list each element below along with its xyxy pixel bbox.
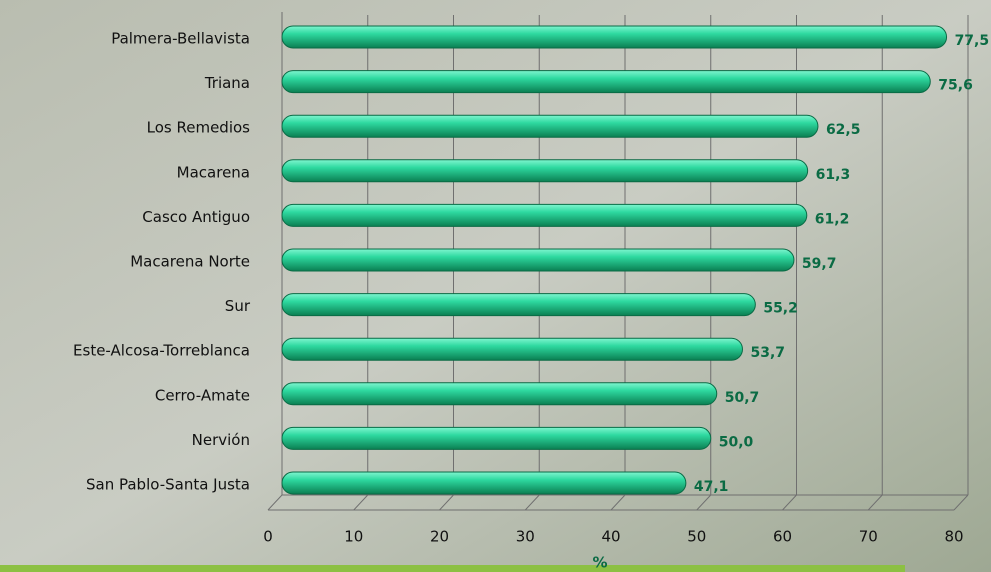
x-tick-label: 60 xyxy=(773,528,792,546)
bar xyxy=(282,160,808,182)
x-tick-label: 50 xyxy=(687,528,706,546)
x-tick-label: 10 xyxy=(344,528,363,546)
value-label: 50,0 xyxy=(719,434,754,450)
x-tick-label: 40 xyxy=(601,528,620,546)
value-label: 75,6 xyxy=(938,78,973,94)
bar xyxy=(282,204,807,226)
y-tick-label: Macarena xyxy=(177,163,250,181)
bar xyxy=(282,71,930,93)
y-tick-label: Casco Antiguo xyxy=(142,208,250,226)
bar xyxy=(282,26,947,48)
y-tick-label: Cerro-Amate xyxy=(155,386,250,404)
bar xyxy=(282,472,686,494)
y-tick-label: San Pablo-Santa Justa xyxy=(86,476,250,494)
y-tick-label: Palmera-Bellavista xyxy=(111,30,250,48)
value-label: 53,7 xyxy=(750,345,785,361)
value-label: 61,3 xyxy=(816,167,851,183)
x-tick-label: 0 xyxy=(263,528,273,546)
bar xyxy=(282,294,755,316)
y-tick-label: Macarena Norte xyxy=(130,253,250,271)
bar xyxy=(282,249,794,271)
value-label: 47,1 xyxy=(694,479,729,495)
y-tick-label: Nervión xyxy=(192,431,250,449)
value-label: 77,5 xyxy=(955,33,990,49)
x-axis-label: % xyxy=(592,554,607,572)
value-label: 50,7 xyxy=(725,390,760,406)
x-tick-label: 70 xyxy=(859,528,878,546)
y-tick-label: Este-Alcosa-Torreblanca xyxy=(73,342,250,360)
footer-band xyxy=(0,565,905,572)
value-label: 61,2 xyxy=(815,211,850,227)
value-label: 62,5 xyxy=(826,122,861,138)
bar xyxy=(282,338,742,360)
y-tick-label: Los Remedios xyxy=(147,119,251,137)
bar xyxy=(282,115,818,137)
y-tick-label: Sur xyxy=(225,297,251,315)
bar xyxy=(282,383,717,405)
bar xyxy=(282,427,711,449)
value-label: 59,7 xyxy=(802,256,837,272)
chart: % 0 10 20 30 40 50 60 70 80 Palmera-Bellavista 77,… xyxy=(0,0,991,572)
x-tick-label: 30 xyxy=(516,528,535,546)
value-label: 55,2 xyxy=(763,301,798,317)
x-tick-label: 20 xyxy=(430,528,449,546)
y-tick-label: Triana xyxy=(204,74,250,92)
x-tick-label: 80 xyxy=(944,528,963,546)
